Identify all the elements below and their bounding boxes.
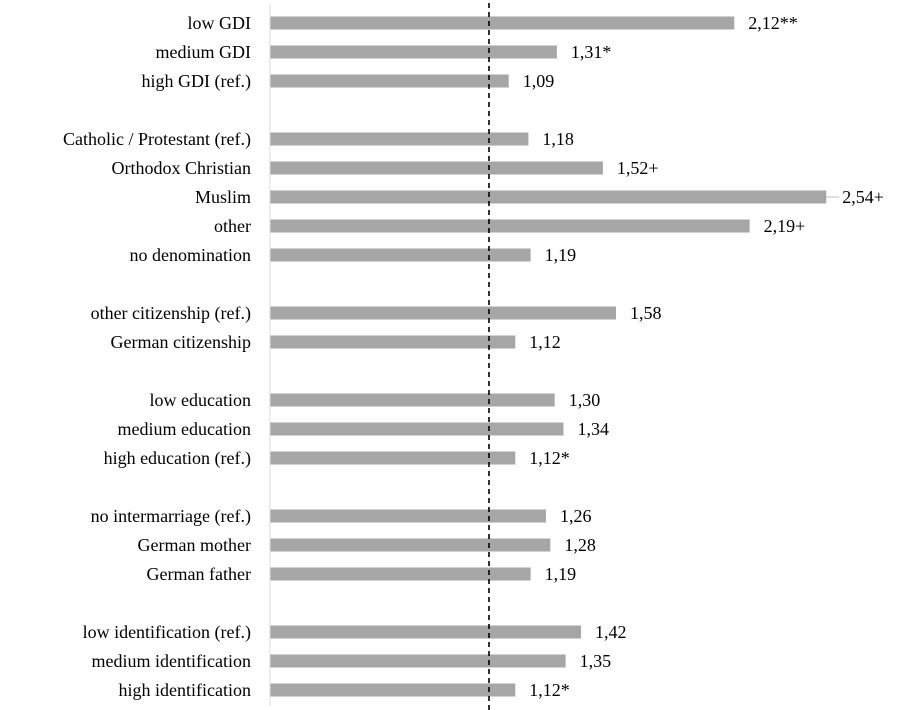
category-label: high identification (119, 680, 251, 700)
bar (270, 625, 581, 639)
category-label: no intermarriage (ref.) (91, 506, 251, 527)
category-label: medium education (118, 419, 251, 439)
category-label: medium identification (92, 651, 251, 671)
bar (270, 335, 516, 349)
value-label: 1,34 (577, 419, 609, 439)
value-label: 1,09 (523, 71, 555, 91)
bar (270, 16, 735, 30)
category-label: low education (150, 390, 251, 410)
value-label: 2,19+ (764, 216, 806, 236)
value-label: 1,30 (569, 390, 601, 410)
bar (270, 161, 603, 175)
bar (270, 509, 546, 523)
category-label: other (214, 216, 251, 236)
bar (270, 393, 555, 407)
category-label: high GDI (ref.) (142, 71, 251, 92)
category-label: low identification (ref.) (83, 622, 251, 643)
category-label: Orthodox Christian (112, 158, 252, 178)
labels-layer: low GDI 2,12** medium GDI 1,31* high GDI (re… (63, 13, 884, 700)
bar (270, 654, 566, 668)
bar (270, 248, 531, 262)
value-label: 1,12* (529, 448, 570, 468)
category-label: high education (ref.) (104, 448, 251, 469)
category-label: German mother (138, 535, 251, 555)
category-label: Catholic / Protestant (ref.) (63, 129, 251, 150)
bars-layer (270, 16, 840, 697)
value-label: 1,52+ (617, 158, 659, 178)
bar (270, 567, 531, 581)
bar (270, 132, 529, 146)
bar (270, 190, 827, 204)
category-label: medium GDI (156, 42, 251, 62)
value-label: 1,12 (529, 332, 561, 352)
bar (270, 74, 509, 88)
category-label: low GDI (188, 13, 252, 33)
value-label: 1,35 (580, 651, 612, 671)
value-label: 1,26 (560, 506, 592, 526)
value-label: 1,58 (630, 303, 662, 323)
category-label: German citizenship (111, 332, 251, 352)
value-label: 1,28 (564, 535, 596, 555)
category-label: Muslim (195, 187, 251, 207)
bar (270, 422, 564, 436)
bar (270, 683, 516, 697)
value-label: 1,12* (529, 680, 570, 700)
category-label: no denomination (130, 245, 251, 265)
bar (270, 219, 750, 233)
value-label: 2,54+ (842, 187, 884, 207)
bar (270, 45, 557, 59)
category-label: German father (147, 564, 251, 584)
value-label: 2,12** (748, 13, 798, 33)
value-label: 1,31* (571, 42, 612, 62)
value-label: 1,19 (545, 245, 577, 265)
bar (270, 306, 617, 320)
bar (270, 451, 516, 465)
value-label: 1,19 (545, 564, 577, 584)
value-label: 1,18 (542, 129, 574, 149)
value-label: 1,42 (595, 622, 627, 642)
bar (270, 538, 551, 552)
category-label: other citizenship (ref.) (91, 303, 251, 324)
